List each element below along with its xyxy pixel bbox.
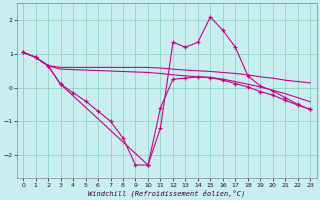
X-axis label: Windchill (Refroidissement éolien,°C): Windchill (Refroidissement éolien,°C) xyxy=(88,189,245,197)
